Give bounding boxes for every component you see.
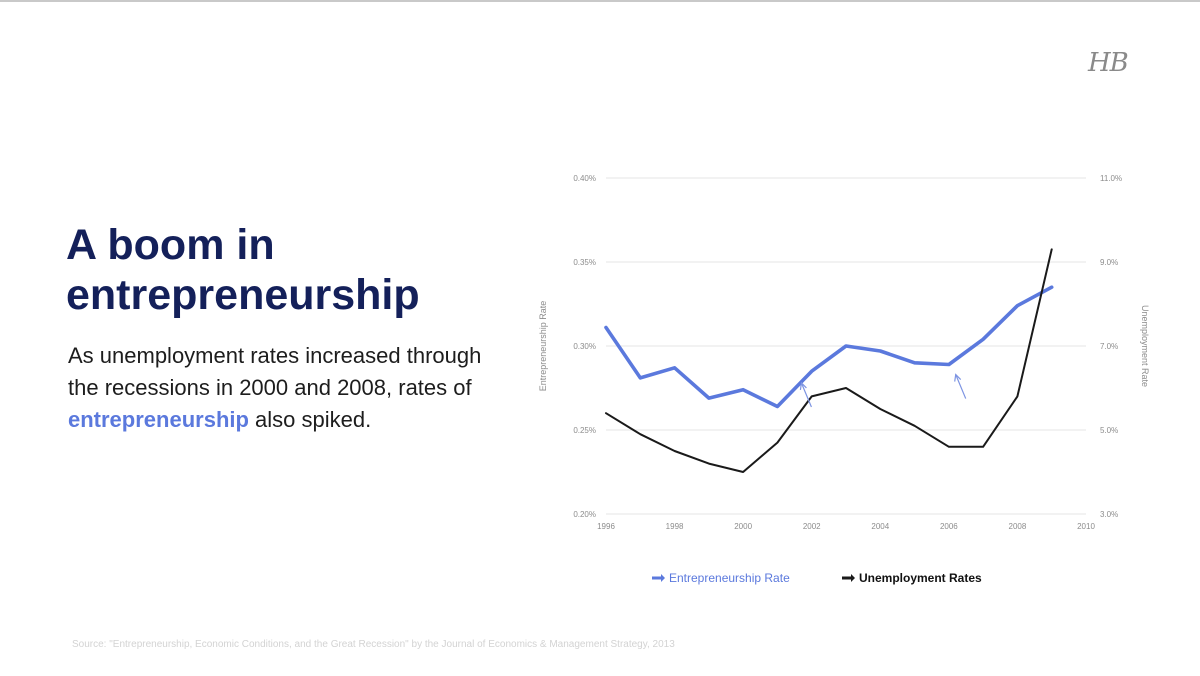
y2-tick-label: 9.0% [1100,258,1118,267]
brand-logo: HB [1088,48,1129,78]
legend-swatch-arrow [661,574,665,582]
y-tick-label: 0.40% [573,174,596,183]
x-tick-label: 1998 [666,522,684,531]
x-tick-label: 2000 [734,522,752,531]
axes: 0.20% 3.0% 0.25% 5.0% 0.30% 7.0% 0.35% 9.0% 0.40… [538,174,1150,531]
y-tick-label: 0.30% [573,342,596,351]
x-tick-label: 2004 [871,522,889,531]
legend-label: Entrepreneurship Rate [669,571,790,585]
unemployment-rate-line [605,248,1053,473]
y-tick-label: 0.25% [573,426,596,435]
legend-item: Unemployment Rates [842,571,982,585]
gridlines [606,177,1086,515]
series-lines [604,248,1054,473]
x-tick-label: 2010 [1077,522,1095,531]
x-tick-label: 1996 [597,522,615,531]
arrow-head [799,381,807,391]
legend-item: Entrepreneurship Rate [652,571,790,585]
arrow-shaft [955,374,967,399]
annotation-arrow [954,373,967,399]
x-tick-label: 2008 [1009,522,1027,531]
arrow-head [954,373,962,382]
description-paragraph: As unemployment rates increased through … [68,340,508,436]
chart-legend: Entrepreneurship Rate Unemployment Rates [652,571,982,585]
annotations [799,373,967,408]
y2-tick-label: 7.0% [1100,342,1118,351]
source-note: Source: "Entrepreneurship, Economic Cond… [72,639,675,650]
y-axis-title: Entrepreneurship Rate [538,301,548,392]
description-text-start: As unemployment rates increased through … [68,343,482,400]
y2-tick-label: 11.0% [1100,174,1122,183]
x-tick-label: 2006 [940,522,958,531]
highlight-entrepreneurship: entrepreneurship [68,407,249,432]
legend-swatch-arrow [851,574,855,582]
y-tick-label: 0.35% [573,258,596,267]
y2-axis-title: Unemployment Rate [1140,305,1150,387]
arrow-shaft [800,382,812,408]
annotation-arrow [799,381,812,408]
y2-tick-label: 5.0% [1100,426,1118,435]
legend-label: Unemployment Rates [859,571,982,585]
y-tick-label: 0.20% [573,510,596,519]
entrepreneurship-rate-line [604,285,1054,409]
page-title: A boom in entrepreneurship [66,221,420,319]
x-tick-label: 2002 [803,522,821,531]
top-border [0,0,1200,2]
description-text-end: also spiked. [248,407,372,432]
y2-tick-label: 3.0% [1100,510,1118,519]
